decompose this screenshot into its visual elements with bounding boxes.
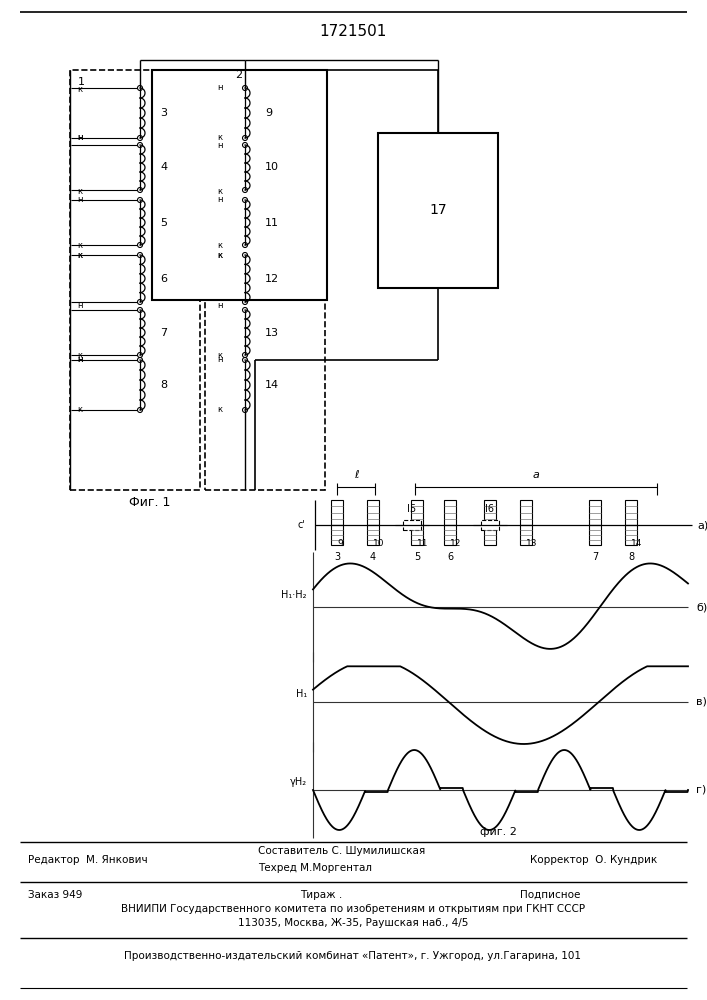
Text: к: к	[218, 406, 223, 414]
Text: I5: I5	[407, 504, 416, 514]
Text: Редактор  М. Янкович: Редактор М. Янкович	[28, 855, 148, 865]
Bar	[625, 500, 637, 525]
Text: 9: 9	[265, 108, 272, 118]
Text: к: к	[78, 188, 83, 196]
Text: ℓ: ℓ	[354, 470, 358, 480]
Text: 3: 3	[334, 552, 340, 562]
Bar	[331, 500, 343, 525]
Text: н: н	[77, 356, 83, 364]
Text: н: н	[217, 300, 223, 310]
Text: 4: 4	[370, 552, 376, 562]
Text: фиг. 2: фиг. 2	[479, 827, 516, 837]
Bar	[331, 525, 343, 545]
Text: к: к	[218, 250, 223, 259]
Text: Фиг. 1: Фиг. 1	[129, 495, 170, 508]
Text: к: к	[218, 250, 223, 259]
Bar	[444, 525, 456, 545]
Text: 12: 12	[265, 273, 279, 284]
Bar	[411, 525, 423, 545]
Text: 14: 14	[265, 380, 279, 390]
Bar	[403, 520, 421, 530]
Text: 8: 8	[628, 552, 634, 562]
Text: Составитель С. Шумилишская: Составитель С. Шумилишская	[258, 846, 425, 856]
Text: a: a	[532, 470, 539, 480]
Text: 7: 7	[160, 328, 167, 338]
Text: н: н	[77, 196, 83, 205]
Text: 13: 13	[526, 538, 537, 548]
Bar	[481, 520, 499, 530]
Bar	[484, 525, 496, 545]
Bar	[367, 500, 379, 525]
Text: г): г)	[696, 785, 706, 795]
Text: 10: 10	[265, 162, 279, 172]
Text: Производственно-издательский комбинат «Патент», г. Ужгород, ул.Гагарина, 101: Производственно-издательский комбинат «П…	[124, 951, 581, 961]
Text: γH₂: γH₂	[290, 777, 307, 787]
Text: 17: 17	[429, 204, 447, 218]
Bar	[520, 500, 532, 525]
Text: к: к	[218, 188, 223, 196]
Text: к: к	[78, 250, 83, 259]
Text: к: к	[218, 240, 223, 249]
Text: в): в)	[696, 697, 707, 707]
Text: н: н	[77, 133, 83, 142]
Text: н: н	[217, 196, 223, 205]
Bar	[411, 500, 423, 525]
Text: 4: 4	[160, 162, 167, 172]
Text: 5: 5	[414, 552, 420, 562]
Text: к: к	[78, 240, 83, 249]
Text: Тираж .: Тираж .	[300, 890, 342, 900]
Text: Подписное: Подписное	[520, 890, 580, 900]
Text: Заказ 949: Заказ 949	[28, 890, 83, 900]
Text: 12: 12	[450, 538, 462, 548]
Text: б): б)	[696, 602, 707, 612]
Text: 13: 13	[265, 328, 279, 338]
Text: Техред М.Моргентал: Техред М.Моргентал	[258, 863, 372, 873]
Text: 5: 5	[160, 218, 167, 228]
Text: к: к	[78, 86, 83, 95]
Text: 9: 9	[337, 538, 343, 548]
Bar	[589, 525, 601, 545]
Bar	[520, 525, 532, 545]
Text: 14: 14	[631, 538, 643, 548]
Text: 11: 11	[417, 538, 428, 548]
Text: 3: 3	[160, 108, 167, 118]
Bar	[625, 525, 637, 545]
Text: H₁: H₁	[296, 689, 307, 699]
Text: н: н	[77, 356, 83, 364]
Bar	[378, 133, 498, 288]
Text: н: н	[217, 140, 223, 149]
Text: H₁·H₂: H₁·H₂	[281, 590, 307, 600]
Bar	[367, 525, 379, 545]
Text: к: к	[78, 250, 83, 259]
Text: н: н	[217, 356, 223, 364]
Text: ВНИИПИ Государственного комитета по изобретениям и открытиям при ГКНТ СССР: ВНИИПИ Государственного комитета по изоб…	[121, 904, 585, 914]
Text: к: к	[78, 351, 83, 360]
Text: 7: 7	[592, 552, 598, 562]
Text: к: к	[218, 133, 223, 142]
Text: 1: 1	[78, 77, 85, 87]
Text: 10: 10	[373, 538, 385, 548]
Text: 6: 6	[447, 552, 453, 562]
Bar	[152, 70, 327, 300]
Text: а): а)	[697, 520, 707, 530]
Text: Корректор  О. Кундрик: Корректор О. Кундрик	[530, 855, 658, 865]
Text: 8: 8	[160, 380, 167, 390]
Text: 6: 6	[160, 273, 167, 284]
Bar	[205, 70, 325, 490]
Bar	[484, 500, 496, 525]
Text: 113035, Москва, Ж-35, Раушская наб., 4/5: 113035, Москва, Ж-35, Раушская наб., 4/5	[238, 918, 468, 928]
Bar	[589, 500, 601, 525]
Text: 2: 2	[235, 70, 242, 80]
Text: н: н	[77, 300, 83, 310]
Text: н: н	[217, 84, 223, 93]
Text: н: н	[77, 133, 83, 142]
Text: к: к	[78, 406, 83, 414]
Text: 1721501: 1721501	[320, 24, 387, 39]
Text: 11: 11	[265, 218, 279, 228]
Bar	[70, 70, 200, 490]
Bar	[444, 500, 456, 525]
Text: к: к	[218, 351, 223, 360]
Text: I6: I6	[486, 504, 494, 514]
Text: с': с'	[297, 520, 305, 530]
